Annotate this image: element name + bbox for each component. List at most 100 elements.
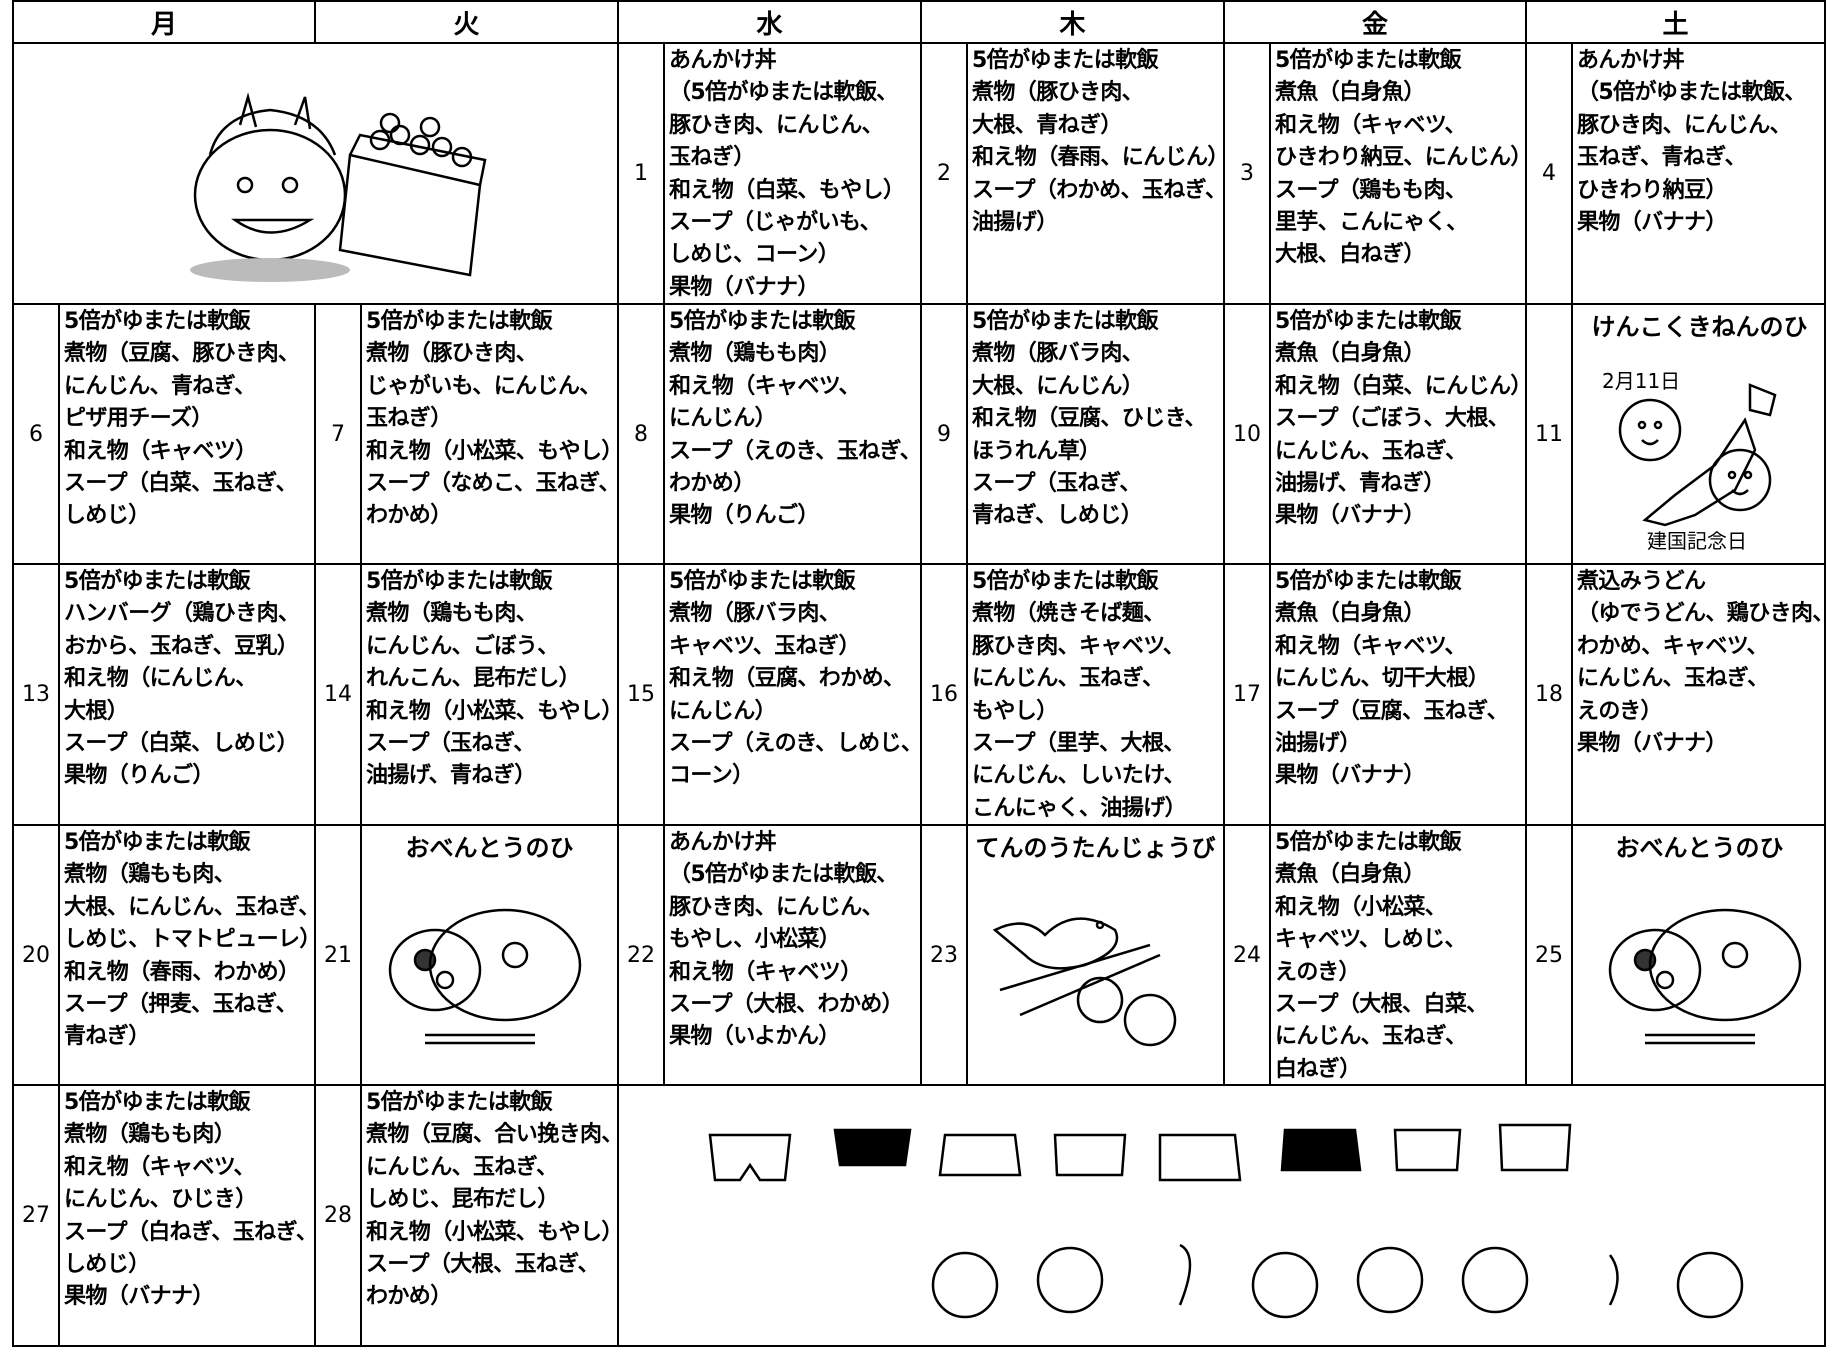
menu-line: 和え物（小松菜、もやし） (366, 438, 617, 464)
menu-line: しめじ、昆布だし） (366, 1187, 559, 1213)
illustration-note: 2月11日 (1602, 369, 1681, 393)
day-number: 18 (1527, 565, 1573, 824)
menu-line: 果物（りんご） (64, 763, 214, 789)
menu-line: じゃがいも、にんじん、 (366, 373, 601, 399)
menu-line: スープ（豆腐、玉ねぎ、 (1275, 698, 1509, 724)
menu-line: スープ（大根、わかめ） (669, 992, 904, 1018)
menu-line: 豚ひき肉、にんじん、 (669, 112, 884, 138)
menu-line: 5倍がゆまたは軟飯 (669, 309, 856, 334)
day-cell: 10 5倍がゆまたは軟飯 煮魚（白身魚） 和え物（白菜、にんじん） スープ（ごぼう、大根… (1223, 305, 1525, 565)
pants-oni-illustration (708, 1123, 1744, 1319)
menu: 煮込みうどん （ゆでうどん、鶏ひき肉、 わかめ、キャベツ、 にんじん、玉ねぎ、 えのき）… (1577, 566, 1826, 760)
japan-map-illustration (1618, 383, 1777, 527)
weekday-header: 月 (12, 0, 314, 44)
menu-line: あんかけ丼 (669, 830, 777, 855)
day-cell: 15 5倍がゆまたは軟飯 煮物（豚バラ肉、 キャベツ、玉ねぎ） 和え物（豆腐、わかめ、に… (617, 565, 920, 826)
menu-line: ピザ用チーズ） (64, 406, 213, 432)
menu-line: 和え物（にんじん、 (64, 666, 257, 692)
menu-line: にんじん、玉ねぎ、 (972, 666, 1164, 692)
day-number: 24 (1225, 826, 1271, 1084)
menu-line: 青ねぎ） (64, 1024, 150, 1050)
menu-line: スープ（えのき、玉ねぎ、 (669, 438, 920, 464)
day-number: 10 (1225, 305, 1271, 563)
menu-line: 煮物（豚ひき肉、 (972, 80, 1144, 106)
illustration-cell (617, 1086, 1826, 1347)
day-number: 25 (1527, 826, 1573, 1084)
menu-line: 煮魚（白身魚） (1275, 341, 1425, 367)
day-title: おべんとうのひ (1615, 834, 1784, 862)
menu-line: しめじ、コーン） (669, 242, 840, 268)
menu-line: スープ（白菜、しめじ） (64, 731, 299, 757)
day-cell: 17 5倍がゆまたは軟飯 煮魚（白身魚） 和え物（キャベツ、 にんじん、切干大根） スープ… (1223, 565, 1525, 826)
menu-line: ほうれん草） (972, 438, 1101, 464)
day-number: 1 (619, 44, 665, 303)
menu: 5倍がゆまたは軟飯 煮物（鶏もも肉、 大根、にんじん、玉ねぎ、 しめじ、トマトピューレ… (64, 827, 314, 1054)
menu: あんかけ丼 （5倍がゆまたは軟飯、 豚ひき肉、にんじん、 もやし、小松菜） 和え物（キャ… (669, 827, 920, 1054)
menu: 5倍がゆまたは軟飯 煮物（豚バラ肉、 大根、にんじん） 和え物（豆腐、ひじき、 ほうれん… (972, 306, 1223, 533)
menu-line: 和え物（小松菜、 (1275, 894, 1447, 920)
day-number: 14 (316, 565, 362, 824)
menu-line: スープ（ごぼう、大根、 (1275, 406, 1510, 432)
day-cell: 8 5倍がゆまたは軟飯 煮物（鶏もも肉） 和え物（キャベツ、 にんじん） スープ（えのき、… (617, 305, 920, 565)
menu-line: 豚ひき肉、にんじん、 (669, 894, 884, 920)
day-number: 20 (14, 826, 60, 1084)
menu-line: 油揚げ、青ねぎ） (366, 763, 536, 789)
day-number: 3 (1225, 44, 1271, 303)
menu-line: 5倍がゆまたは軟飯 (1275, 309, 1462, 334)
day-number: 28 (316, 1086, 362, 1345)
menu-line: 白ねぎ） (1275, 1056, 1361, 1082)
day-number: 21 (316, 826, 362, 1084)
day-cell: 13 5倍がゆまたは軟飯 ハンバーグ（鶏ひき肉、 おから、玉ねぎ、豆乳） 和え物（にんじ… (12, 565, 314, 826)
menu-line: もやし） (972, 698, 1058, 724)
menu-line: 和え物（白菜、にんじん） (1275, 373, 1525, 399)
day-number: 8 (619, 305, 665, 563)
menu-line: こんにゃく、油揚げ） (972, 795, 1187, 821)
menu: 5倍がゆまたは軟飯 煮物（焼きそば麺、 豚ひき肉、キャベツ、 にんじん、玉ねぎ、 もやし… (972, 566, 1223, 825)
menu-line: にんじん、玉ねぎ、 (1275, 438, 1467, 464)
day-cell: 14 5倍がゆまたは軟飯 煮物（鶏もも肉、 にんじん、ごぼう、 れんこん、昆布だし） 和え… (314, 565, 617, 826)
menu-line: 5倍がゆまたは軟飯 (669, 569, 856, 594)
day-number: 4 (1527, 44, 1573, 303)
day-number: 27 (14, 1086, 60, 1345)
menu-line: おから、玉ねぎ、豆乳） (64, 633, 299, 659)
menu-line: 和え物（春雨、にんじん） (972, 145, 1223, 171)
menu: 5倍がゆまたは軟飯 煮物（豆腐、豚ひき肉、 にんじん、青ねぎ、 ピザ用チーズ） 和え物（… (64, 306, 314, 533)
menu-line: わかめ、キャベツ、 (1577, 633, 1768, 659)
day-cell: 7 5倍がゆまたは軟飯 煮物（豚ひき肉、 じゃがいも、にんじん、 玉ねぎ） 和え物（小松菜… (314, 305, 617, 565)
menu-line: 大根、にんじん） (972, 373, 1144, 399)
day-cell: 18 煮込みうどん （ゆでうどん、鶏ひき肉、 わかめ、キャベツ、 にんじん、玉ねぎ、 えの… (1525, 565, 1826, 826)
menu-line: にんじん、玉ねぎ、 (1577, 666, 1769, 692)
menu-line: 5倍がゆまたは軟飯 (64, 569, 251, 594)
menu-line: 煮魚（白身魚） (1275, 601, 1425, 627)
menu-line: 玉ねぎ） (669, 145, 755, 171)
day-cell: 24 5倍がゆまたは軟飯 煮魚（白身魚） 和え物（小松菜、 キャベツ、しめじ、 えのき） ス… (1223, 826, 1525, 1086)
menu-line: 煮物（鶏もも肉） (669, 341, 841, 367)
menu-line: 和え物（キャベツ） (669, 959, 862, 985)
menu-line: しめじ） (64, 503, 150, 529)
menu-line: ひきわり納豆） (1577, 177, 1727, 203)
day-cell: 23 てんのうたんじょうび (920, 826, 1223, 1086)
day-title: おべんとうのひ (405, 834, 574, 862)
day-cell: 27 5倍がゆまたは軟飯 煮物（鶏もも肉） 和え物（キャベツ、 にんじん、ひじき） スープ… (12, 1086, 314, 1347)
menu-line: 青ねぎ、しめじ） (972, 503, 1143, 529)
menu-line: 果物（バナナ） (1275, 763, 1425, 789)
day-cell: 16 5倍がゆまたは軟飯 煮物（焼きそば麺、 豚ひき肉、キャベツ、 にんじん、玉ねぎ、も… (920, 565, 1223, 826)
menu-line: スープ（玉ねぎ、 (972, 471, 1141, 497)
menu: 5倍がゆまたは軟飯 煮魚（白身魚） 和え物（白菜、にんじん） スープ（ごぼう、大根、に… (1275, 306, 1525, 533)
menu: 5倍がゆまたは軟飯 煮物（豚ひき肉、 大根、青ねぎ） 和え物（春雨、にんじん） スープ（… (972, 45, 1223, 239)
day-number: 9 (922, 305, 968, 563)
menu-line: スープ（大根、玉ねぎ、 (366, 1252, 600, 1278)
menu-line: にんじん、切干大根） (1275, 666, 1490, 692)
menu-line: れんこん、昆布だし） (366, 666, 581, 692)
menu-line: 和え物（小松菜、もやし） (366, 1219, 617, 1245)
menu-line: 大根、白ねぎ） (1275, 242, 1425, 268)
menu-line: スープ（白ねぎ、玉ねぎ、 (64, 1219, 314, 1245)
right-border (1824, 0, 1826, 1347)
menu-line: キャベツ、しめじ、 (1275, 927, 1466, 953)
menu-line: 煮魚（白身魚） (1275, 862, 1425, 888)
menu-line: 大根） (64, 698, 129, 724)
menu-line: 5倍がゆまたは軟飯 (64, 309, 251, 334)
menu: 5倍がゆまたは軟飯 煮魚（白身魚） 和え物（キャベツ、 にんじん、切干大根） スープ（豆… (1275, 566, 1525, 793)
day-cell: 4 あんかけ丼 （5倍がゆまたは軟飯、 豚ひき肉、にんじん、 玉ねぎ、青ねぎ、 ひきわり納… (1525, 44, 1826, 305)
menu-line: スープ（なめこ、玉ねぎ、 (366, 471, 617, 497)
